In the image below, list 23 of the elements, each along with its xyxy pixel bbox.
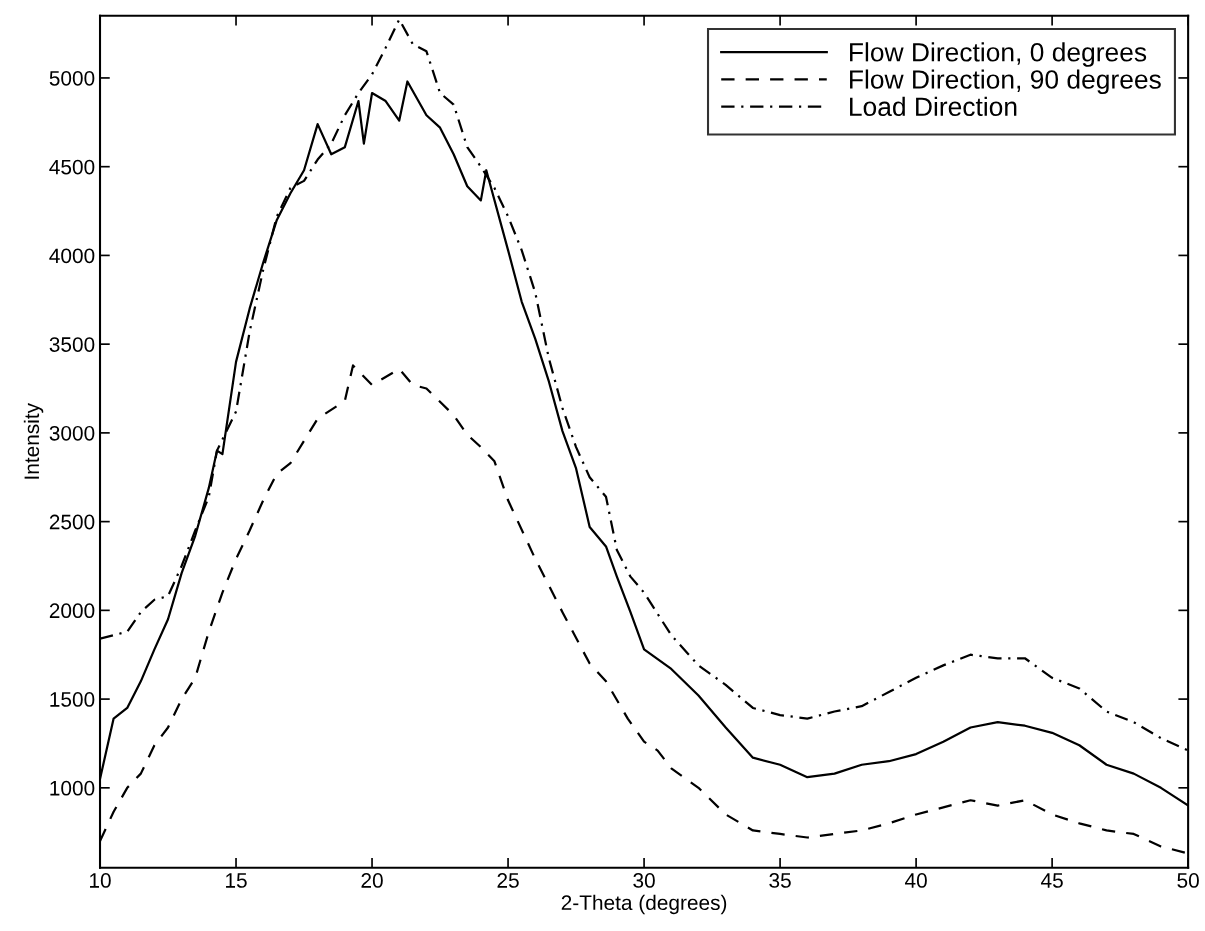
y-tick-label: 1500 xyxy=(50,692,95,707)
y-tick-label: 4000 xyxy=(49,248,95,264)
legend-label: Flow Direction, 0 degrees xyxy=(850,42,1147,67)
x-tick-label: 30 xyxy=(633,873,655,888)
y-tick-label: 3500 xyxy=(49,337,95,352)
y-tick-label: 2500 xyxy=(49,514,95,530)
y-tick-label: 1000 xyxy=(50,780,95,796)
x-tick-label: 10 xyxy=(90,873,111,888)
x-axis-title: 2-Theta (degrees) xyxy=(561,894,727,915)
y-tick-label: 5000 xyxy=(49,70,95,86)
x-tick-label: 25 xyxy=(497,873,519,888)
x-tick-label: 45 xyxy=(1041,873,1063,888)
x-tick-label: 35 xyxy=(769,873,791,888)
y-tick-label: 2000 xyxy=(49,603,95,619)
y-tick-label: 3000 xyxy=(49,425,95,441)
legend-label: Load Direction xyxy=(850,96,1017,117)
x-tick-label: 20 xyxy=(361,873,383,888)
y-axis-title: Intensity xyxy=(23,403,44,479)
x-tick-label: 40 xyxy=(904,873,927,888)
legend-label: Flow Direction, 90 degrees xyxy=(850,69,1161,95)
y-tick-label: 4500 xyxy=(49,159,95,175)
x-tick-label: 15 xyxy=(226,873,247,888)
x-tick-label: 50 xyxy=(1177,873,1199,888)
